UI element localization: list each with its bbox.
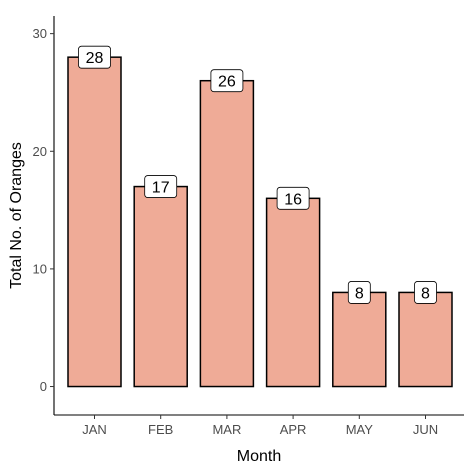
data-label: 8: [421, 285, 430, 302]
bar-mar: [199, 79, 255, 388]
x-tick-label: MAY: [346, 422, 374, 437]
bar-jun: [398, 291, 453, 388]
data-label: 17: [152, 180, 170, 197]
y-tick-label: 20: [33, 144, 47, 159]
x-axis: JAN FEB MAR APR MAY JUN: [54, 414, 464, 437]
y-axis-title: Total No. of Oranges: [8, 142, 25, 289]
x-axis-title: Month: [237, 448, 281, 465]
data-label-box: [210, 69, 244, 93]
x-tick-label: APR: [280, 422, 307, 437]
data-label-box: [78, 45, 111, 69]
data-labels-layer: 28 17 26 16 8 8: [78, 45, 437, 304]
x-tick-label: FEB: [148, 422, 173, 437]
x-tick-label: JUN: [413, 422, 438, 437]
x-tick-label: MAR: [212, 422, 241, 437]
bar-feb: [133, 185, 188, 388]
data-label-box: [347, 281, 371, 304]
data-label: 28: [86, 50, 104, 67]
bar-may: [332, 291, 387, 388]
bar-apr: [265, 197, 321, 388]
y-tick-label: 30: [33, 26, 47, 41]
data-label: 26: [218, 74, 236, 91]
bars-layer: [67, 56, 453, 388]
x-tick-label: JAN: [82, 422, 107, 437]
y-axis: 0 10 20 30: [33, 16, 55, 415]
y-tick-label: 0: [40, 379, 47, 394]
data-label: 8: [355, 285, 364, 302]
data-label-box: [414, 281, 437, 304]
y-tick-label: 10: [33, 261, 47, 276]
bar-jan: [67, 56, 122, 388]
data-label-box: [144, 175, 178, 198]
data-label-box: [276, 186, 310, 210]
data-label: 16: [284, 191, 302, 208]
